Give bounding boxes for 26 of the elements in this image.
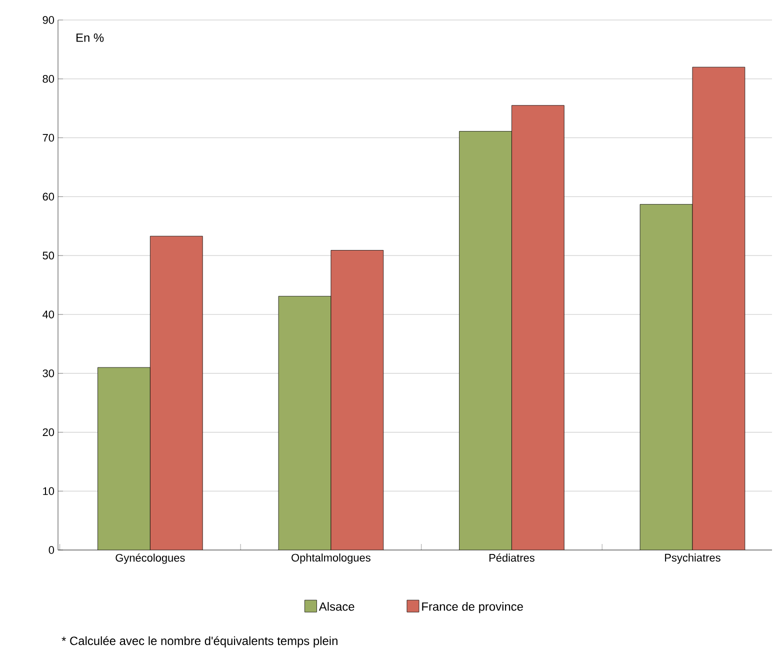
bar	[692, 66, 746, 550]
x-tick-label: Psychiatres	[665, 554, 720, 564]
bar	[640, 204, 693, 550]
legend-label: Alsace	[318, 602, 354, 611]
y-tick-label: 40	[42, 310, 54, 318]
bar	[98, 367, 150, 550]
y-tick-label: 10	[43, 487, 54, 495]
text: * Calculée avec le nombre d'équivalents temps plein	[62, 636, 338, 648]
x-tick-label: Gynécologues	[116, 554, 185, 564]
bar	[330, 250, 384, 550]
y-tick-label: 0	[48, 546, 54, 554]
legend-label: France de province	[422, 602, 523, 614]
bar	[278, 296, 331, 550]
x-tick-label: Pédiatres	[489, 554, 534, 562]
y-tick-label: 90	[42, 16, 54, 24]
bar	[512, 105, 564, 550]
y-tick-label: 50	[42, 252, 54, 260]
y-tick-label: 60	[42, 192, 54, 201]
bar	[459, 131, 512, 550]
y-tick-label: 30	[42, 369, 54, 378]
bar	[150, 236, 203, 550]
y-tick-label: 20	[42, 428, 54, 436]
y-tick-label: 70	[42, 134, 54, 142]
x-tick-label: Ophtalmologues	[292, 554, 370, 564]
y-tick-label: 80	[42, 75, 54, 83]
annotation: En %	[76, 34, 104, 42]
